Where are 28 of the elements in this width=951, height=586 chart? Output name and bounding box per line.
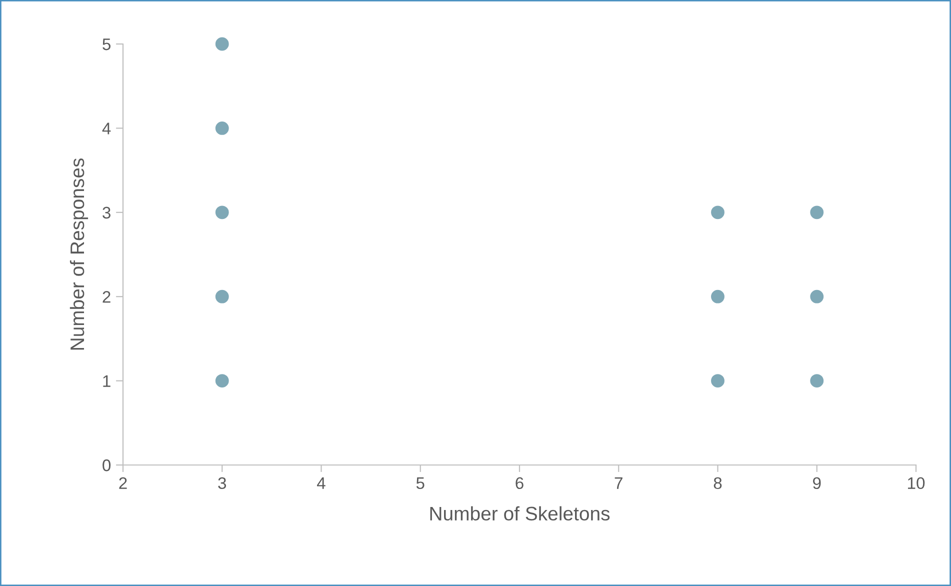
x-tick-label: 10 (908, 477, 925, 490)
x-tick-label: 7 (614, 477, 622, 489)
x-tick-label: 4 (317, 477, 326, 489)
x-tick-label: 3 (218, 477, 226, 490)
point (810, 206, 824, 220)
point (215, 121, 229, 135)
y-tick-label: 4 (102, 122, 111, 134)
point (810, 374, 824, 388)
point (711, 374, 724, 388)
x-axis-title: Number of Skeletons (430, 506, 610, 521)
x-tick-label: 9 (813, 477, 821, 490)
point (215, 37, 229, 51)
y-tick-label: 0 (102, 459, 111, 472)
point (215, 374, 229, 388)
x-tick-label: 6 (516, 477, 524, 490)
y-tick-label: 1 (103, 375, 110, 387)
point (215, 206, 229, 220)
y-tick-label: 5 (102, 38, 110, 50)
y-tick-label: 3 (102, 206, 110, 219)
x-tick-label: 8 (714, 477, 722, 490)
point (810, 290, 824, 304)
x-tick-label: 2 (119, 477, 127, 489)
y-axis-title: Number of Responses (70, 158, 88, 350)
y-tick-label: 2 (102, 291, 110, 303)
point (711, 206, 724, 220)
x-tick-label: 5 (416, 477, 424, 490)
point (215, 290, 229, 304)
point (711, 290, 724, 304)
